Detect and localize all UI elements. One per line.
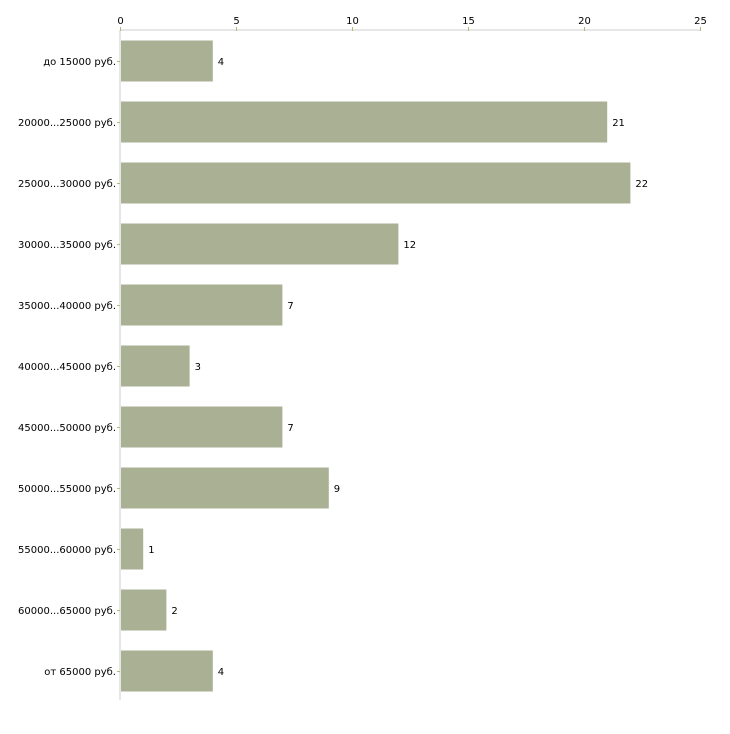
category-label: 50000...55000 руб. — [18, 484, 116, 495]
bar — [121, 650, 213, 692]
bar-value-label: 2 — [171, 606, 177, 617]
category-label: 30000...35000 руб. — [18, 240, 116, 251]
bar — [121, 40, 213, 82]
category-label: 25000...30000 руб. — [18, 179, 116, 190]
bar — [121, 162, 631, 204]
bar — [121, 345, 190, 387]
category-label: 55000...60000 руб. — [18, 545, 116, 556]
bar-value-label: 7 — [287, 423, 293, 434]
x-tick-label: 15 — [462, 16, 475, 27]
bar-value-label: 4 — [218, 667, 224, 678]
category-label: 60000...65000 руб. — [18, 606, 116, 617]
category-label: 40000...45000 руб. — [18, 362, 116, 373]
bar — [121, 284, 283, 326]
x-tick-label: 20 — [578, 16, 591, 27]
bar-value-label: 1 — [148, 545, 154, 556]
bar — [121, 101, 608, 143]
bar-value-label: 4 — [218, 57, 224, 68]
bar-value-label: 3 — [195, 362, 201, 373]
category-label: до 15000 руб. — [43, 57, 116, 68]
category-label: от 65000 руб. — [44, 667, 116, 678]
bar — [121, 589, 167, 631]
bar-value-label: 22 — [635, 179, 648, 190]
x-tick-label: 0 — [117, 16, 123, 27]
x-tick-label: 25 — [694, 16, 707, 27]
bar-value-label: 12 — [403, 240, 416, 251]
x-tick-label: 5 — [233, 16, 239, 27]
x-tick-label: 10 — [346, 16, 359, 27]
bar-value-label: 7 — [287, 301, 293, 312]
category-label: 20000...25000 руб. — [18, 118, 116, 129]
bar — [121, 406, 283, 448]
bar — [121, 467, 329, 509]
category-label: 35000...40000 руб. — [18, 301, 116, 312]
category-label: 45000...50000 руб. — [18, 423, 116, 434]
bar — [121, 223, 399, 265]
bar-value-label: 9 — [334, 484, 340, 495]
bar — [121, 528, 144, 570]
bar-value-label: 21 — [612, 118, 625, 129]
